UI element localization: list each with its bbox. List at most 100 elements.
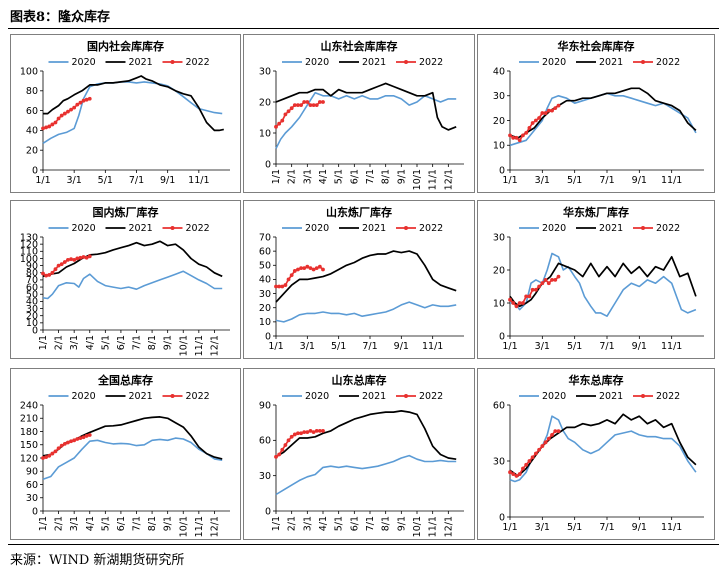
- data-point-2022: [59, 262, 64, 267]
- legend-label-2022: 2022: [656, 57, 680, 68]
- legend-label-2020: 2020: [542, 391, 566, 402]
- x-tick-label: 3/1: [302, 516, 313, 531]
- series-line-2021: [42, 416, 223, 460]
- data-point-2022: [524, 462, 529, 467]
- legend-label-2021: 2021: [129, 391, 153, 402]
- chart-svg: 山东炼厂库存 2020 2021 2022 0 10 20 30 40 50 60 70 1/1 3/1 5…: [259, 205, 464, 352]
- data-point-2022: [84, 97, 89, 102]
- x-tick-label: 2/1: [287, 516, 298, 531]
- data-point-2022: [72, 257, 77, 262]
- data-point-2022: [302, 266, 307, 271]
- x-tick-label: 11/1: [661, 341, 682, 352]
- data-point-2022: [299, 103, 303, 107]
- y-tick-label: 90: [26, 467, 38, 478]
- data-point-2022: [302, 100, 307, 104]
- x-tick-label: 11/1: [188, 175, 209, 186]
- x-tick-label: 10/1: [178, 516, 189, 537]
- data-point-2022: [299, 266, 303, 271]
- data-point-2022: [308, 266, 313, 271]
- data-point-2022: [521, 466, 525, 471]
- y-tick-label: 50: [26, 290, 38, 301]
- data-point-2022: [277, 284, 282, 289]
- x-tick-label: 9/1: [163, 335, 174, 350]
- data-point-2022: [533, 118, 538, 123]
- x-tick-label: 7/1: [599, 341, 614, 352]
- data-point-2022: [553, 278, 558, 282]
- x-tick-label: 11/1: [194, 516, 205, 537]
- data-point-2022: [530, 121, 535, 125]
- data-point-2022: [280, 447, 285, 452]
- legend-marker-2022: [170, 60, 175, 64]
- x-tick-label: 7/1: [599, 522, 614, 533]
- panel-east-china-total-inventory: 华东总库存 2020 2021 2022 0 30 60 1/1 3/1 5/1 7/1 9/1 11/…: [477, 368, 715, 540]
- y-tick-label: 0: [265, 331, 271, 342]
- x-tick-label: 7/1: [132, 516, 143, 531]
- chart-svg: 国内社会库库存 2020 2021 2022 0 20 40 60 80 100 1/1 3/1 5/1…: [20, 39, 230, 186]
- data-point-2022: [274, 454, 278, 459]
- x-tick-label: 7/1: [362, 341, 377, 352]
- data-point-2022: [556, 103, 561, 108]
- x-tick-label: 1/1: [38, 516, 49, 531]
- x-tick-label: 6/1: [349, 516, 360, 531]
- y-tick-label: 60: [259, 246, 271, 257]
- x-tick-label: 1/1: [268, 341, 283, 352]
- panel-national-refinery-inventory: 国内炼厂库存 2020 2021 2022 0 10 20 30 40 50 60 70 80 90 100…: [10, 200, 241, 359]
- data-point-2022: [66, 440, 70, 445]
- data-point-2022: [69, 439, 73, 444]
- series-line-2021: [275, 82, 457, 131]
- legend-label-2021: 2021: [129, 57, 153, 68]
- y-tick-label: 60: [26, 480, 38, 491]
- legend-label-2020: 2020: [72, 57, 96, 68]
- series-line-2020: [42, 81, 223, 144]
- x-tick-label: 1/1: [502, 175, 517, 186]
- data-point-2022: [47, 273, 52, 277]
- x-tick-label: 2/1: [54, 516, 65, 531]
- data-point-2022: [556, 429, 561, 434]
- y-tick-label: 30: [259, 66, 271, 77]
- data-point-2022: [56, 116, 61, 121]
- data-point-2022: [296, 103, 300, 107]
- legend-marker-2022: [404, 394, 408, 398]
- data-point-2022: [274, 124, 278, 129]
- data-point-2022: [299, 431, 303, 436]
- data-point-2022: [41, 456, 45, 460]
- x-tick-label: 7/1: [365, 516, 376, 531]
- data-point-2022: [59, 113, 64, 118]
- legend-label-2021: 2021: [362, 223, 386, 234]
- x-tick-label: 7/1: [132, 335, 143, 350]
- y-tick-label: 20: [493, 265, 505, 276]
- x-tick-label: 8/1: [381, 516, 392, 531]
- series-line-2020: [510, 252, 697, 317]
- data-point-2022: [533, 451, 538, 456]
- x-tick-label: 3/1: [300, 341, 315, 352]
- chart-svg: 国内炼厂库存 2020 2021 2022 0102030405060708090100…: [20, 205, 230, 356]
- series-line-2021: [275, 410, 457, 461]
- x-tick-label: 9/1: [160, 175, 175, 186]
- x-tick-label: 8/1: [147, 335, 158, 350]
- data-point-2022: [78, 100, 83, 105]
- series-line-2021: [42, 240, 223, 278]
- legend-label-2020: 2020: [542, 57, 566, 68]
- y-tick-label: 60: [26, 106, 38, 117]
- data-point-2022: [511, 472, 516, 476]
- data-point-2022: [69, 107, 73, 112]
- data-point-2022: [69, 257, 73, 262]
- legend-label-2020: 2020: [542, 223, 566, 234]
- x-tick-label: 3/1: [67, 175, 82, 186]
- x-tick-label: 9/1: [632, 522, 647, 533]
- data-point-2022: [87, 254, 92, 259]
- y-tick-label: 10: [26, 318, 38, 329]
- y-tick-label: 70: [26, 275, 38, 286]
- data-point-2022: [550, 278, 554, 282]
- y-tick-label: 30: [259, 471, 271, 482]
- x-tick-label: 4/1: [85, 516, 96, 531]
- data-point-2022: [511, 135, 516, 140]
- data-point-2022: [283, 283, 288, 287]
- chart-title: 国内社会库库存: [87, 39, 164, 53]
- y-tick-label: 100: [20, 66, 38, 77]
- data-point-2022: [321, 429, 325, 433]
- data-point-2022: [274, 284, 278, 289]
- series-line-2020: [275, 454, 457, 496]
